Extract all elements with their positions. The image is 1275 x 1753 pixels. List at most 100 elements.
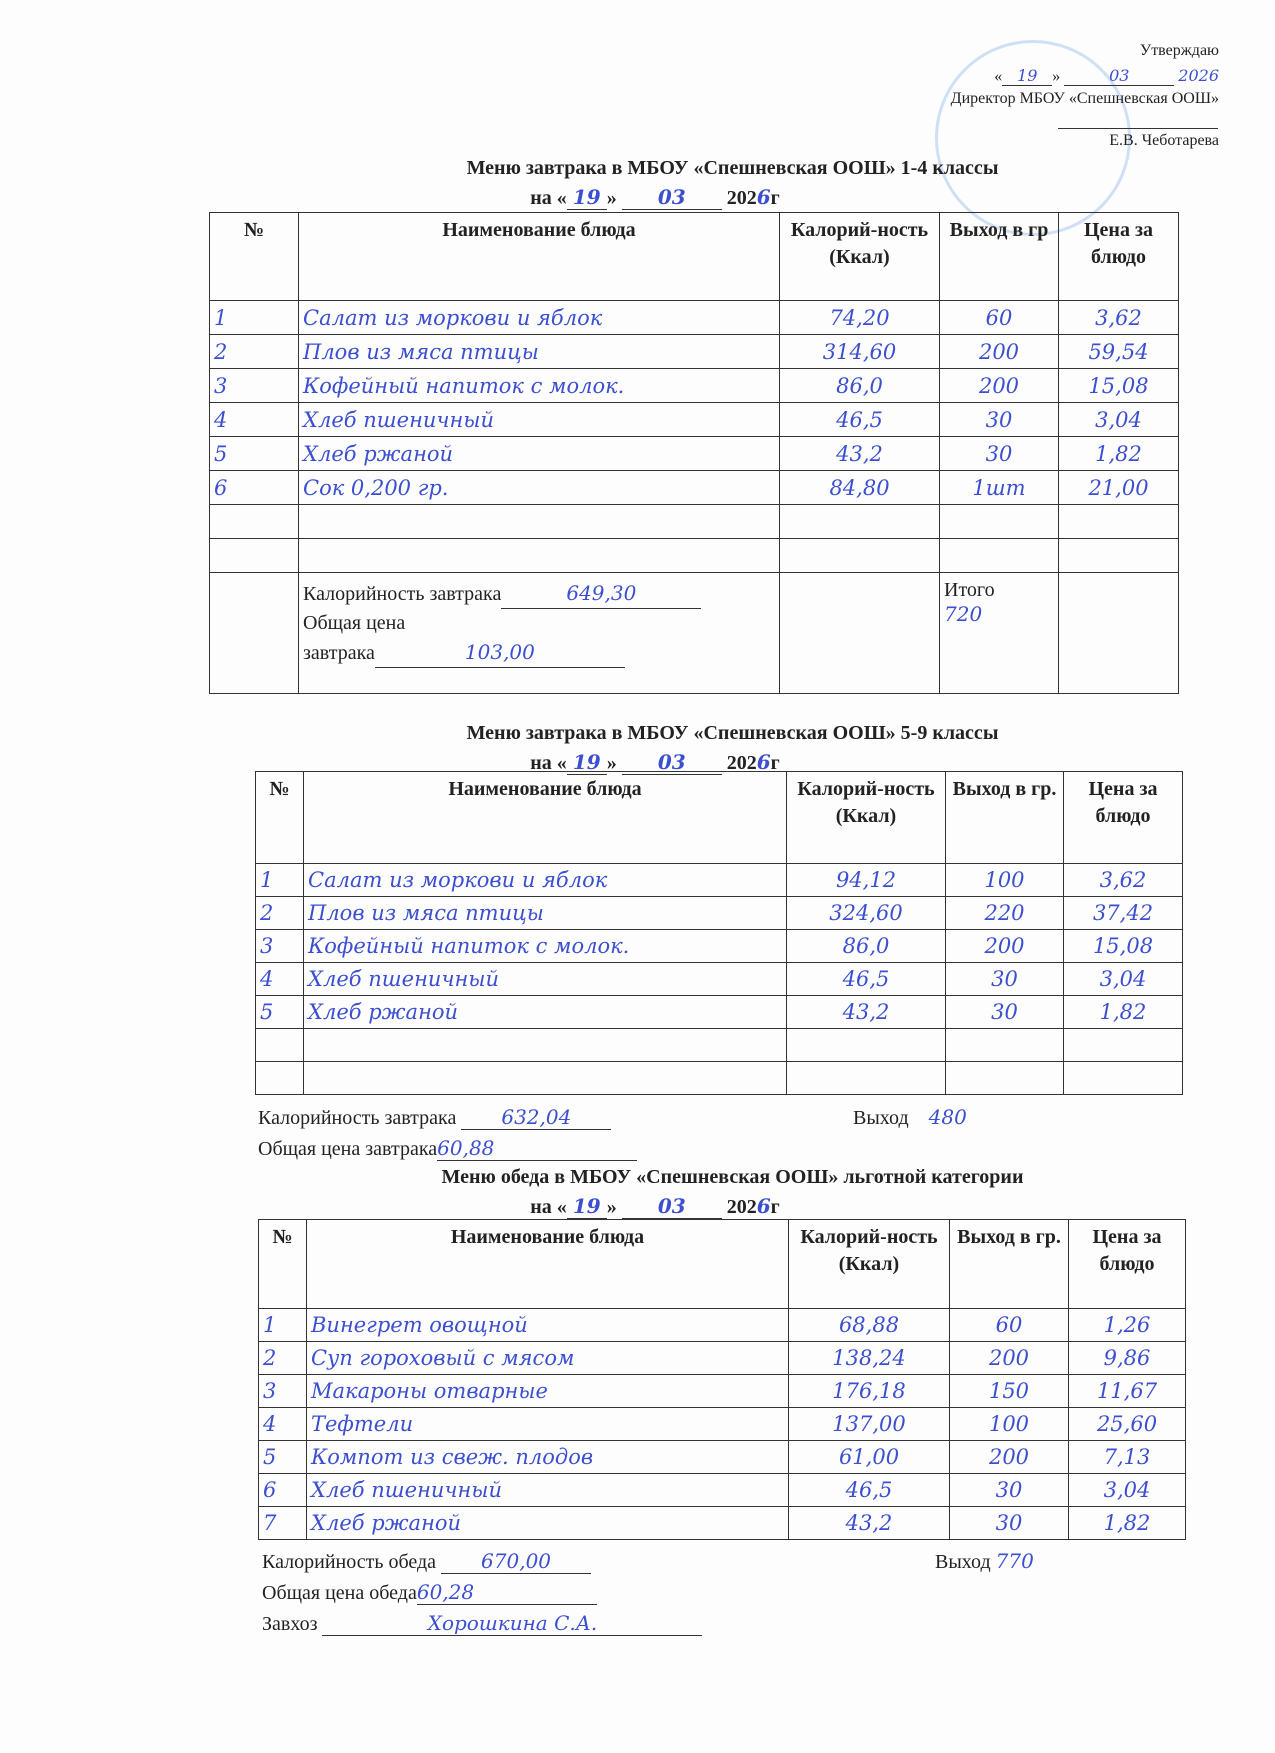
calories (779, 538, 940, 573)
dish-name: Кофейный напиток с молок. (298, 368, 780, 403)
calories: 68,88 (788, 1308, 950, 1342)
dish-name: Хлеб пшеничный (306, 1473, 789, 1507)
table-row: 1 Салат из моркови и яблок 74,20 60 3,62 (209, 300, 1179, 335)
row-number: 1 (255, 863, 304, 897)
calories: 46,5 (788, 1473, 950, 1507)
row-number: 5 (209, 436, 299, 471)
calories (786, 1028, 946, 1062)
price: 1,82 (1063, 995, 1183, 1029)
table-header: № Наименование блюда Калорий-ность (Ккал… (209, 212, 1179, 301)
table-row (209, 538, 1179, 573)
table-row (209, 504, 1179, 539)
table-row: 2 Плов из мяса птицы 324,60 220 37,42 (255, 896, 1183, 930)
dish-name (303, 1028, 787, 1062)
table-row: 6 Сок 0,200 гр. 84,80 1шт 21,00 (209, 470, 1179, 505)
menu3-price-total: 60,28 (416, 1580, 597, 1605)
yield: 100 (949, 1407, 1069, 1441)
menu1-summary-row: Калорийность завтрака 649,30 Общая цена з… (209, 572, 1179, 694)
table-row: 5 Компот из свеж. плодов 61,00 200 7,13 (258, 1440, 1186, 1474)
table-row: 3 Макароны отварные 176,18 150 11,67 (258, 1374, 1186, 1408)
menu2-table: № Наименование блюда Калорий-ность (Ккал… (255, 771, 1183, 1095)
price: 37,42 (1063, 896, 1183, 930)
dish-name (298, 538, 780, 573)
menu3-title: Меню обеда в МБОУ «Спешневская ООШ» льго… (441, 1166, 1024, 1188)
calories: 43,2 (786, 995, 946, 1029)
row-number: 2 (209, 334, 299, 369)
yield: 150 (949, 1374, 1069, 1408)
menu2-price-total: 60,88 (437, 1136, 638, 1161)
table-row: 4 Хлеб пшеничный 46,5 30 3,04 (255, 962, 1183, 996)
dish-name: Суп гороховый с мясом (306, 1341, 789, 1375)
row-number: 5 (258, 1440, 307, 1474)
menu2-price: Общая цена завтрака60,88 (258, 1136, 638, 1161)
price: 3,04 (1063, 962, 1183, 996)
approval-month: 03 (1064, 66, 1175, 86)
table-row: 5 Хлеб ржаной 43,2 30 1,82 (209, 436, 1179, 471)
menu1-price-total: 103,00 (374, 638, 625, 668)
menu2-date: на «19» 03 2026г (530, 750, 780, 775)
yield: 30 (949, 1473, 1069, 1507)
yield: 200 (939, 334, 1059, 369)
storekeeper: Завхоз Хорошкина С.А. (262, 1611, 703, 1636)
yield: 220 (945, 896, 1064, 930)
yield: 60 (949, 1308, 1069, 1342)
dish-name: Салат из моркови и яблок (303, 863, 787, 897)
row-number: 6 (258, 1473, 307, 1507)
row-number: 3 (209, 368, 299, 403)
table-row: 5 Хлеб ржаной 43,2 30 1,82 (255, 995, 1183, 1029)
menu2-title: Меню завтрака в МБОУ «Спешневская ООШ» 5… (466, 722, 999, 744)
row-number (255, 1028, 304, 1062)
calories: 314,60 (779, 334, 940, 369)
calories: 94,12 (786, 863, 946, 897)
menu1-calories-total: 649,30 (501, 579, 702, 609)
dish-name: Винегрет овощной (306, 1308, 789, 1342)
yield: 30 (949, 1506, 1069, 1540)
yield: 60 (939, 300, 1059, 335)
table-row: 6 Хлеб пшеничный 46,5 30 3,04 (258, 1473, 1186, 1507)
dish-name: Тефтели (306, 1407, 789, 1441)
calories: 46,5 (786, 962, 946, 996)
price: 15,08 (1058, 368, 1179, 403)
row-number: 4 (209, 402, 299, 437)
row-number: 1 (258, 1308, 307, 1342)
approval-label: Утверждаю (1139, 42, 1219, 59)
dish-name: Хлеб ржаной (298, 436, 780, 471)
menu1-title: Меню завтрака в МБОУ «Спешневская ООШ» 1… (466, 157, 999, 179)
row-number: 7 (258, 1506, 307, 1540)
dish-name: Плов из мяса птицы (298, 334, 780, 369)
price: 3,04 (1068, 1473, 1186, 1507)
yield: 200 (949, 1440, 1069, 1474)
dish-name: Компот из свеж. плодов (306, 1440, 789, 1474)
row-number: 2 (255, 896, 304, 930)
row-number: 4 (258, 1407, 307, 1441)
yield: 100 (945, 863, 1064, 897)
price: 3,62 (1063, 863, 1183, 897)
calories: 86,0 (786, 929, 946, 963)
yield: 200 (945, 929, 1064, 963)
calories: 176,18 (788, 1374, 950, 1408)
calories: 43,2 (779, 436, 940, 471)
menu3-table: № Наименование блюда Калорий-ность (Ккал… (258, 1219, 1186, 1540)
price: 1,82 (1068, 1506, 1186, 1540)
dish-name: Плов из мяса птицы (303, 896, 787, 930)
yield: 30 (939, 402, 1059, 437)
row-number: 4 (255, 962, 304, 996)
calories: 74,20 (779, 300, 940, 335)
yield: 30 (939, 436, 1059, 471)
table-row: 1 Салат из моркови и яблок 94,12 100 3,62 (255, 863, 1183, 897)
yield (945, 1028, 1064, 1062)
row-number (209, 538, 299, 573)
menu3-month: 03 (621, 1194, 722, 1219)
dish-name: Хлеб ржаной (306, 1506, 789, 1540)
row-number (255, 1061, 304, 1095)
table-row: 3 Кофейный напиток с молок. 86,0 200 15,08 (255, 929, 1183, 963)
price: 25,60 (1068, 1407, 1186, 1441)
price (1058, 504, 1179, 539)
dish-name: Хлеб ржаной (303, 995, 787, 1029)
price: 1,26 (1068, 1308, 1186, 1342)
approval-day: 19 (1002, 66, 1053, 86)
dish-name (303, 1061, 787, 1095)
table-row: 3 Кофейный напиток с молок. 86,0 200 15,08 (209, 368, 1179, 403)
menu1-yield-total: 720 (944, 602, 983, 626)
